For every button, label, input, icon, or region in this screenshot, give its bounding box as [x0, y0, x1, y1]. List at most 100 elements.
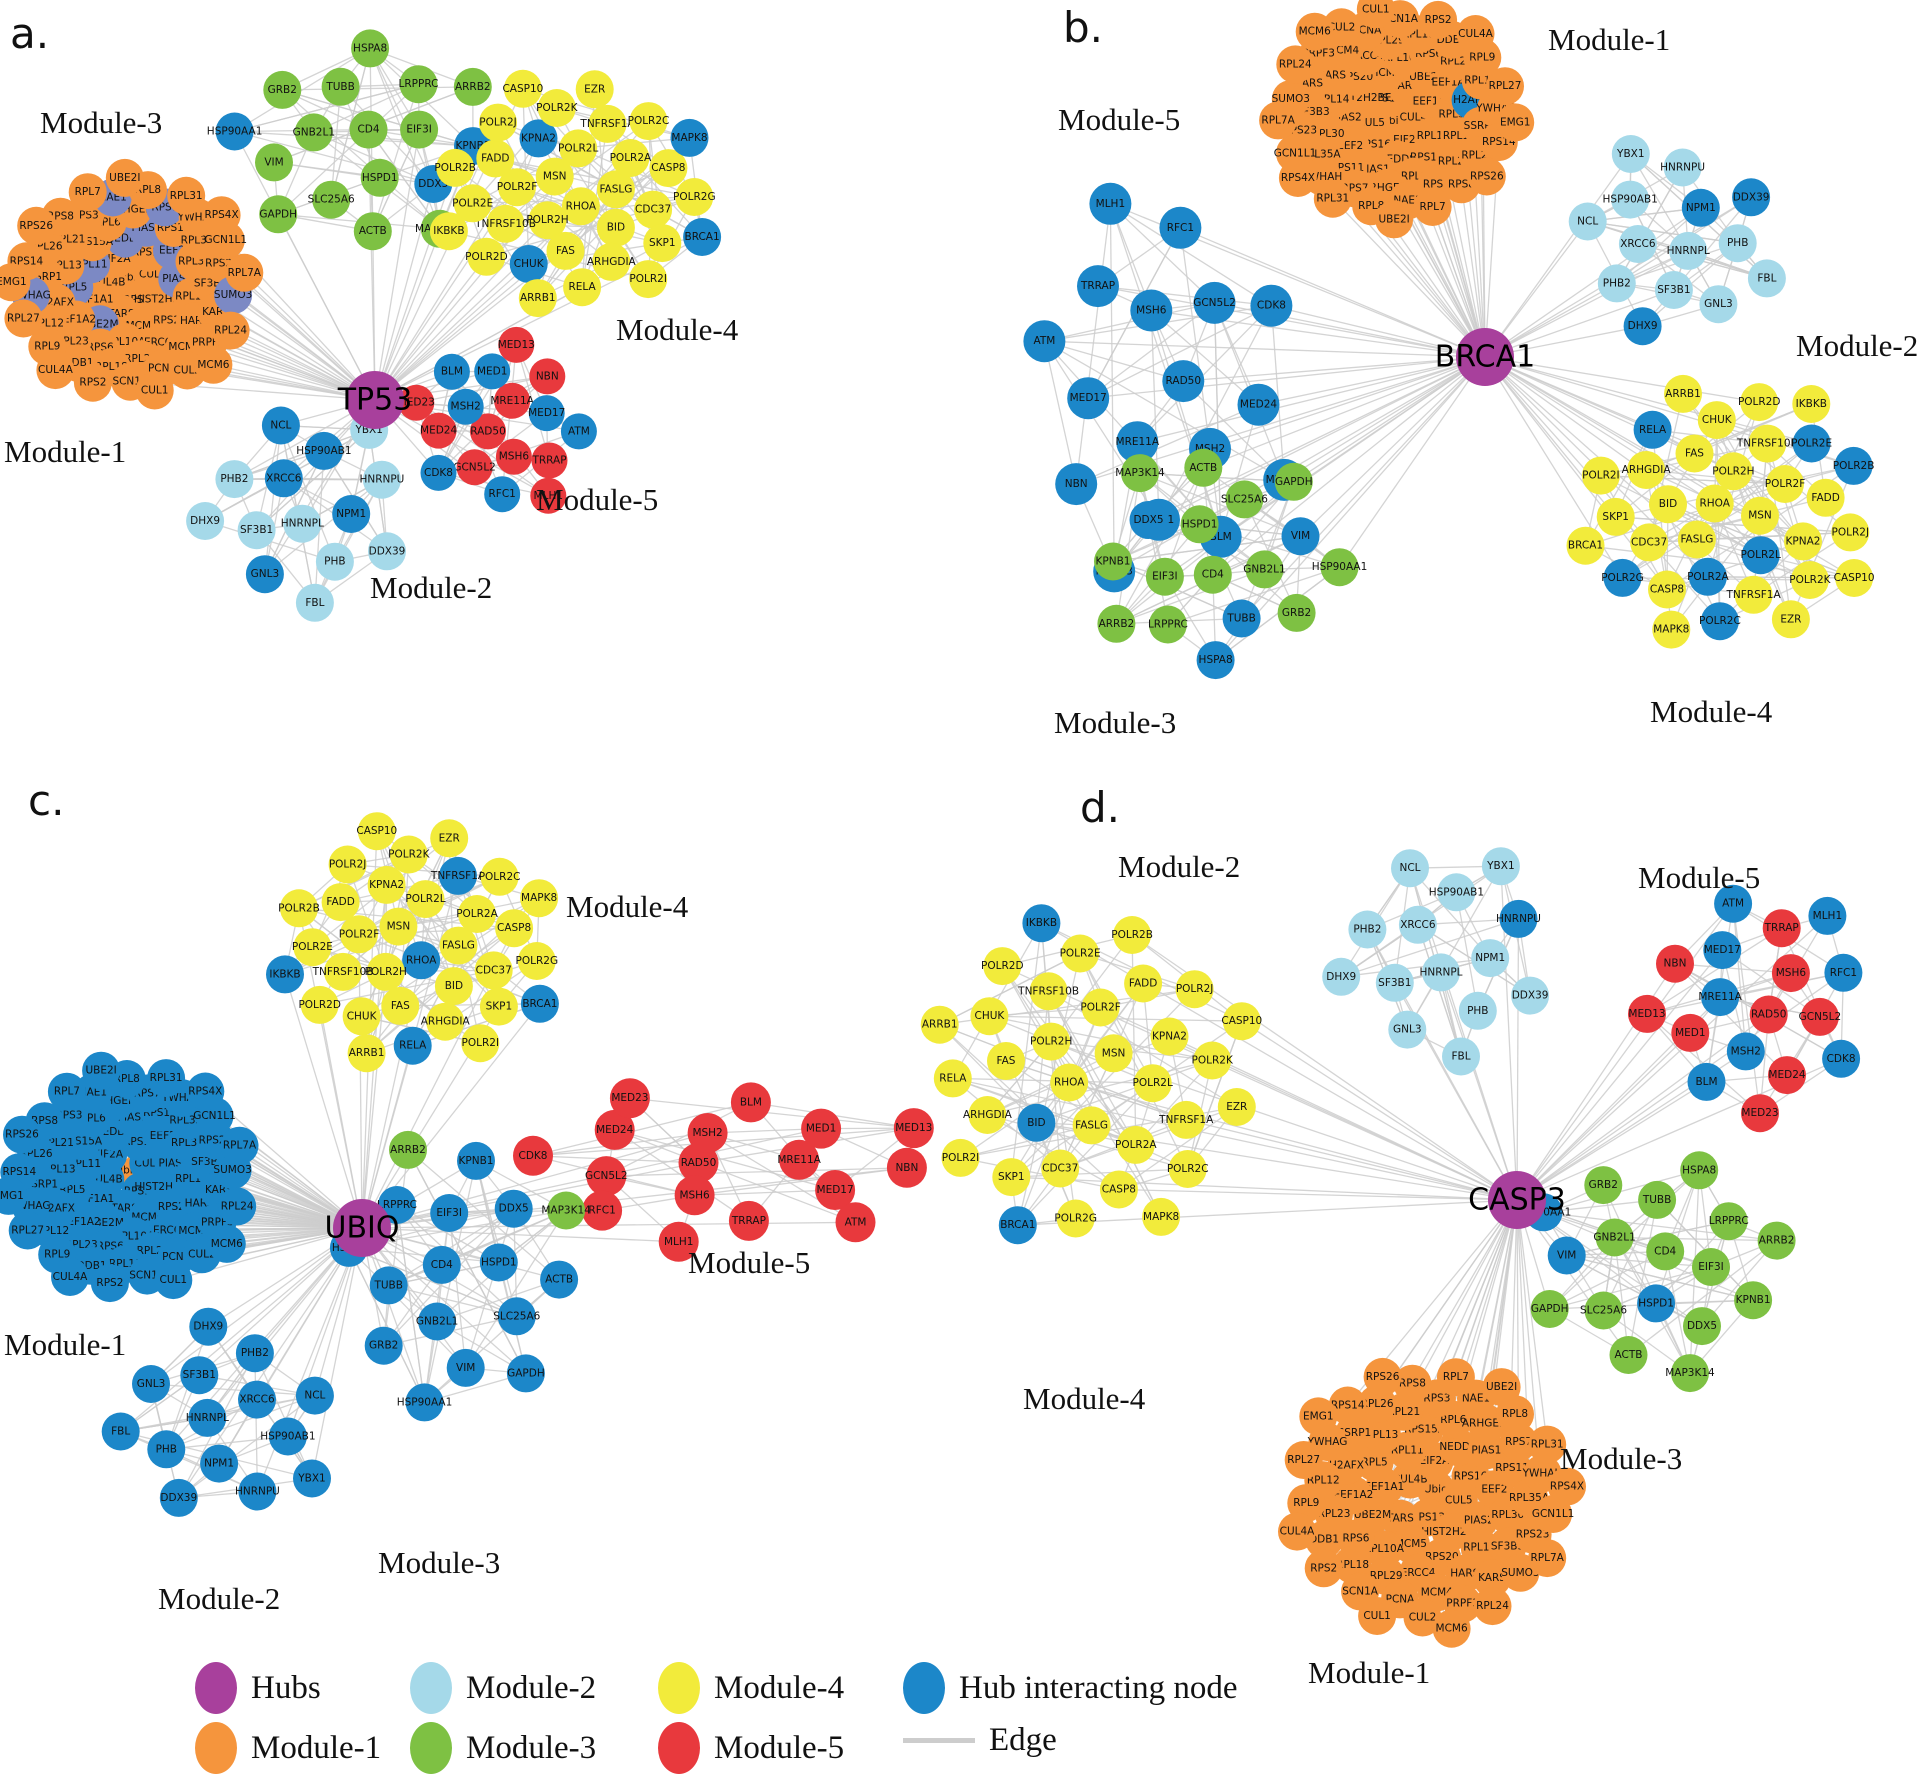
node-CUL1[interactable]: [154, 1261, 193, 1300]
node-RPS2[interactable]: [1304, 1549, 1343, 1588]
node-RAD50[interactable]: [1162, 360, 1205, 403]
node-POLR2E[interactable]: [293, 928, 332, 967]
node-HSP90AB1[interactable]: [268, 1417, 307, 1456]
node-POLR2K[interactable]: [389, 835, 428, 874]
node-CHUK[interactable]: [342, 997, 381, 1036]
node-BRCA1[interactable]: [520, 984, 559, 1023]
node-FASLG[interactable]: [439, 926, 478, 965]
node-RFC1[interactable]: [582, 1190, 623, 1231]
node-MED24[interactable]: [594, 1109, 635, 1150]
node-BRCA1[interactable]: [683, 218, 722, 256]
node-MED24[interactable]: [1768, 1056, 1806, 1095]
node-NBN[interactable]: [886, 1147, 927, 1188]
node-RHOA[interactable]: [1695, 484, 1734, 523]
node-CUL1[interactable]: [1356, 0, 1395, 29]
node-FBL[interactable]: [1442, 1037, 1480, 1076]
node-EIF3I[interactable]: [400, 110, 439, 149]
node-CUL1[interactable]: [135, 371, 174, 410]
node-RPS8[interactable]: [1393, 1364, 1432, 1403]
node-SLC25A6[interactable]: [1584, 1291, 1623, 1330]
node-SLC25A6[interactable]: [497, 1297, 536, 1336]
node-HSP90AA1[interactable]: [1320, 548, 1359, 587]
node-TNFRSF1A[interactable]: [439, 856, 477, 895]
node-IKBKB[interactable]: [1022, 904, 1061, 943]
node-NBN[interactable]: [1656, 944, 1694, 983]
node-MSN[interactable]: [1741, 496, 1779, 535]
node-CUL4A[interactable]: [51, 1258, 89, 1296]
node-MED13[interactable]: [498, 326, 535, 363]
node-MED24[interactable]: [420, 412, 457, 449]
node-POLR2J[interactable]: [1831, 513, 1870, 552]
node-CASP10[interactable]: [503, 69, 542, 108]
node-ARRB2[interactable]: [1757, 1221, 1796, 1260]
node-PHB2[interactable]: [235, 1334, 274, 1373]
node-BID[interactable]: [1649, 485, 1687, 524]
node-EIF3I[interactable]: [430, 1194, 469, 1232]
node-BLM[interactable]: [1687, 1062, 1726, 1101]
node-Ubiq[interactable]: [105, 1148, 150, 1193]
node-CASP8[interactable]: [495, 909, 534, 948]
node-HSP90AB1[interactable]: [304, 431, 343, 470]
node-RPL31[interactable]: [1528, 1425, 1567, 1464]
node-MSH6[interactable]: [674, 1175, 715, 1216]
node-FAS[interactable]: [987, 1042, 1025, 1080]
node-ARHGDIA[interactable]: [1627, 451, 1666, 489]
node-MSH6[interactable]: [1130, 289, 1173, 332]
node-PHB[interactable]: [1458, 991, 1497, 1030]
node-POLR2I[interactable]: [461, 1024, 500, 1063]
node-MED23[interactable]: [1741, 1094, 1779, 1133]
node-NCL[interactable]: [295, 1376, 334, 1415]
node-MAPK8[interactable]: [520, 879, 559, 918]
node-RPS4X[interactable]: [202, 196, 241, 235]
node-RPS4X[interactable]: [1548, 1467, 1586, 1506]
node-RPL7[interactable]: [1436, 1358, 1475, 1397]
node-HSP90AA1[interactable]: [405, 1383, 444, 1422]
node-BID[interactable]: [1017, 1103, 1056, 1142]
node-TNFRSF1A[interactable]: [1167, 1100, 1206, 1139]
node-POLR2F[interactable]: [1081, 988, 1120, 1027]
node-GAPDH[interactable]: [1274, 462, 1313, 501]
node-FASLG[interactable]: [596, 170, 635, 209]
node-ARHGDIA[interactable]: [426, 1002, 465, 1041]
node-RPS14[interactable]: [1328, 1386, 1367, 1425]
node-TRRAP[interactable]: [531, 442, 568, 479]
node-EIF3I[interactable]: [1692, 1248, 1730, 1286]
node-SLC25A6[interactable]: [312, 180, 351, 219]
node-ACTB[interactable]: [1609, 1336, 1648, 1374]
node-POLR2L[interactable]: [406, 880, 445, 919]
node-HNRNPL[interactable]: [283, 504, 322, 543]
node-RPS26[interactable]: [3, 1115, 41, 1154]
node-CDC37[interactable]: [634, 190, 673, 229]
node-LRPPRC[interactable]: [1148, 605, 1187, 644]
node-MAPK8[interactable]: [1652, 610, 1691, 649]
node-FASLG[interactable]: [1072, 1106, 1111, 1145]
node-SKP1[interactable]: [1596, 497, 1635, 536]
node-GRB2[interactable]: [364, 1326, 403, 1365]
node-CDC37[interactable]: [1630, 523, 1669, 562]
node-ARRB1[interactable]: [920, 1005, 959, 1044]
node-GNL3[interactable]: [1699, 285, 1738, 324]
node-FBL[interactable]: [101, 1412, 140, 1451]
node-VIM[interactable]: [255, 143, 293, 182]
node-RAD50[interactable]: [470, 413, 506, 450]
node-XRCC6[interactable]: [1398, 905, 1437, 944]
node-RPL24[interactable]: [1276, 45, 1315, 84]
node-CUL2[interactable]: [1403, 1598, 1442, 1637]
node-RPL7[interactable]: [47, 1072, 86, 1111]
node-XRCC6[interactable]: [1618, 225, 1657, 263]
node-POLR2L[interactable]: [1133, 1064, 1172, 1103]
node-CDK8[interactable]: [513, 1135, 553, 1176]
node-MED1[interactable]: [474, 353, 511, 390]
node-DDX5[interactable]: [494, 1189, 533, 1228]
node-DHX9[interactable]: [1623, 307, 1662, 346]
node-HSP90AB1[interactable]: [1437, 873, 1476, 912]
node-DDX5[interactable]: [1683, 1307, 1721, 1346]
node-YBX1[interactable]: [1481, 847, 1520, 886]
node-PHB[interactable]: [147, 1430, 186, 1469]
node-MED1[interactable]: [1671, 1013, 1710, 1052]
node-PIAS2[interactable]: [1459, 1501, 1498, 1540]
node-NCL[interactable]: [261, 406, 300, 445]
node-CASP8[interactable]: [1648, 570, 1686, 609]
node-DDX39[interactable]: [1732, 178, 1771, 217]
node-POLR2B[interactable]: [1113, 916, 1152, 954]
